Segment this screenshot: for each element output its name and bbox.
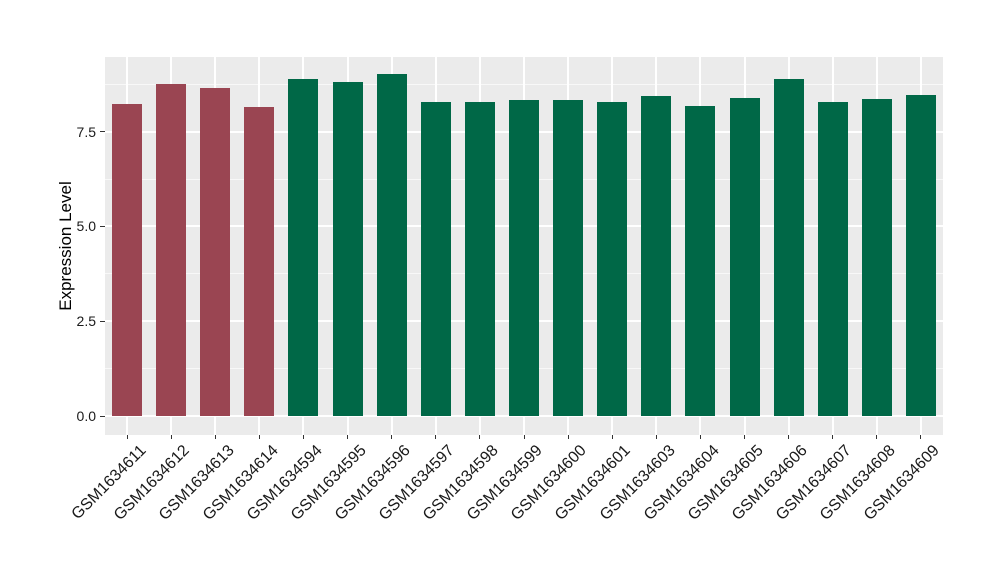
xtick-mark-GSM1634613	[214, 435, 216, 439]
ytick-mark-0	[100, 415, 105, 417]
bar-GSM1634611	[112, 104, 143, 417]
xtick-mark-GSM1634605	[744, 435, 746, 439]
bar-GSM1634594	[288, 78, 319, 417]
xtick-label-GSM1634611: GSM1634611	[68, 442, 150, 523]
ytick-mark-7.5	[100, 131, 105, 133]
bar-GSM1634613	[200, 88, 231, 417]
xtick-mark-GSM1634601	[611, 435, 613, 439]
bar-GSM1634596	[376, 73, 407, 417]
xtick-mark-GSM1634594	[302, 435, 304, 439]
plot-panel	[105, 57, 943, 435]
bar-GSM1634600	[553, 99, 584, 417]
xtick-mark-GSM1634603	[655, 435, 657, 439]
xtick-mark-GSM1634608	[876, 435, 878, 439]
xtick-mark-GSM1634596	[391, 435, 393, 439]
bar-GSM1634606	[773, 78, 804, 417]
ytick-mark-2.5	[100, 320, 105, 322]
bar-GSM1634603	[641, 95, 672, 417]
xtick-mark-GSM1634595	[347, 435, 349, 439]
ytick-label-2.5: 2.5	[76, 313, 96, 330]
ytick-label-5: 5.0	[76, 218, 96, 235]
bar-GSM1634597	[420, 102, 451, 417]
bar-GSM1634605	[729, 97, 760, 417]
y-axis-title: Expression Level	[56, 181, 75, 311]
bar-GSM1634598	[464, 102, 495, 417]
bar-GSM1634595	[332, 81, 363, 417]
bar-GSM1634612	[156, 83, 187, 417]
xtick-mark-GSM1634614	[258, 435, 260, 439]
xtick-mark-GSM1634598	[479, 435, 481, 439]
bar-GSM1634608	[861, 99, 892, 417]
xtick-mark-GSM1634599	[523, 435, 525, 439]
ytick-mark-5	[100, 225, 105, 227]
bar-GSM1634614	[244, 107, 275, 417]
xtick-mark-GSM1634609	[920, 435, 922, 439]
ytick-label-0: 0.0	[76, 408, 96, 425]
xtick-mark-GSM1634611	[126, 435, 128, 439]
xtick-mark-GSM1634612	[170, 435, 172, 439]
xtick-mark-GSM1634600	[567, 435, 569, 439]
bar-GSM1634601	[597, 102, 628, 417]
xtick-mark-GSM1634606	[788, 435, 790, 439]
bar-GSM1634609	[905, 95, 936, 417]
bar-GSM1634607	[817, 102, 848, 417]
xtick-mark-GSM1634604	[699, 435, 701, 439]
ytick-label-7.5: 7.5	[76, 123, 96, 140]
bar-GSM1634604	[685, 106, 716, 417]
bar-GSM1634599	[509, 99, 539, 417]
xtick-mark-GSM1634607	[832, 435, 834, 439]
xtick-mark-GSM1634597	[435, 435, 437, 439]
